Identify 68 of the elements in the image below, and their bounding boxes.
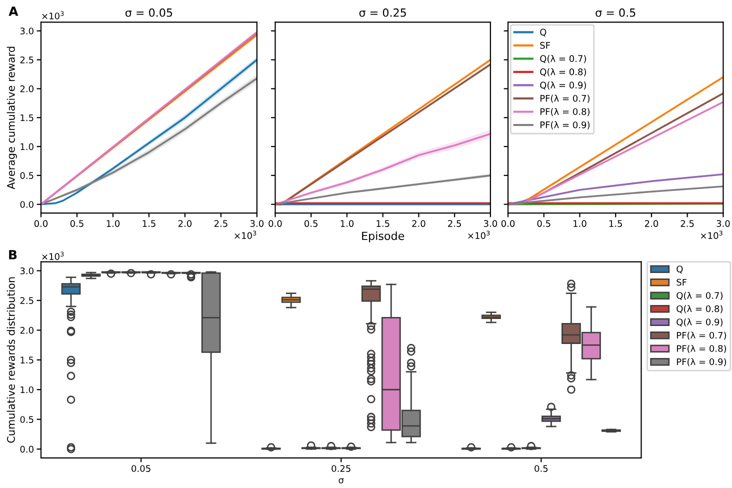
text: ×10$^{3}$	[42, 11, 64, 20]
y-tick-label: 0.5	[20, 172, 34, 179]
y-tick-label: 0.0	[20, 201, 34, 208]
y-tick-label: 2.5	[20, 297, 34, 304]
x-tick-label: 1.0	[106, 220, 120, 227]
x-tick-label: 2.0	[644, 220, 658, 227]
legend-label: Q(λ = 0.7)	[676, 292, 722, 300]
x-tick-label: 1.5	[376, 220, 390, 227]
x-tick-label: 3.0	[484, 220, 498, 227]
text: ×10$^{3}$	[42, 252, 64, 260]
y-axis-title: Average cumulative reward	[6, 46, 17, 190]
x-tick-label: 2.5	[448, 220, 461, 227]
legend-label: PF(λ = 0.9)	[540, 121, 590, 130]
y-tick-label: 1.0	[20, 386, 34, 394]
y-tick-label: 0.5	[20, 416, 34, 423]
legend-label: Q	[676, 266, 683, 274]
y-tick-label: 1.5	[20, 114, 34, 122]
x-tick-label: 2.5	[680, 220, 694, 227]
y-tick-label: 3.0	[20, 267, 34, 274]
text: ×10$^{3}$	[234, 230, 256, 240]
x-tick-label: 3.0	[250, 220, 264, 227]
text: B	[9, 250, 17, 260]
text: A	[8, 6, 18, 16]
x-tick-label: 0.5	[70, 220, 84, 227]
legend-label: SF	[540, 42, 550, 49]
legend-label: PF(λ = 0.7)	[540, 94, 590, 103]
y-axis-title: Cumulative rewards distribution	[6, 277, 15, 443]
y-tick-label: 2.5	[20, 56, 34, 64]
x-tick-label: 1.5	[142, 220, 156, 227]
y-tick-label: 1.5	[20, 356, 34, 364]
x-tick-label: 2.0	[412, 220, 426, 227]
x-axis-title: σ	[338, 478, 344, 484]
legend-label: Q(λ = 0.8)	[540, 68, 586, 76]
x-tick-label: 0.0	[501, 220, 515, 227]
x-tick-label: 0.0	[268, 220, 282, 227]
chart-title: σ = 0.5	[596, 8, 636, 17]
y-tick-label: 1.0	[20, 143, 34, 150]
legend-label: PF(λ = 0.9)	[677, 358, 726, 366]
x-tick-label: 3.0	[716, 220, 730, 227]
legend-label: PF(λ = 0.8)	[677, 344, 726, 353]
x-tick-label: 1.0	[574, 220, 586, 227]
x-tick-label: 0.05	[132, 465, 150, 472]
legend-label: Q	[540, 28, 546, 37]
chart-title: σ = 0.05	[126, 8, 172, 17]
x-tick-label: 0.0	[34, 220, 48, 227]
legend-label: SF	[676, 278, 687, 286]
y-tick-label: 2.0	[20, 85, 34, 92]
x-tick-label: 1.0	[340, 220, 354, 227]
x-tick-label: 0.5	[537, 220, 550, 227]
legend-label: Q(λ = 0.7)	[540, 55, 586, 64]
x-tick-label: 2.5	[214, 220, 228, 227]
y-tick-label: 0.0	[20, 446, 34, 453]
legend-label: Q(λ = 0.9)	[676, 318, 722, 326]
x-tick-label: 0.5	[304, 220, 318, 227]
y-tick-label: 2.0	[20, 326, 34, 334]
chart-title: σ = 0.25	[359, 8, 406, 17]
text: ×10$^{3}$	[468, 230, 490, 240]
y-tick-label: 3.0	[20, 28, 34, 34]
legend-label: Q(λ = 0.8)	[676, 305, 722, 314]
legend-label: PF(λ = 0.7)	[677, 332, 726, 340]
legend-label: PF(λ = 0.8)	[540, 108, 590, 116]
legend-label: Q(λ = 0.9)	[540, 82, 586, 90]
x-tick-label: 0.5	[534, 465, 548, 472]
x-tick-label: 0.25	[332, 465, 350, 472]
x-tick-label: 1.5	[609, 220, 622, 227]
x-axis-title: Episode	[362, 231, 404, 242]
text: ×10$^{3}$	[700, 230, 722, 240]
x-tick-label: 2.0	[178, 220, 192, 227]
